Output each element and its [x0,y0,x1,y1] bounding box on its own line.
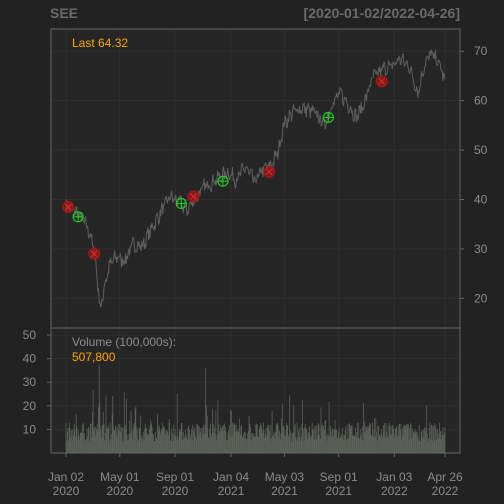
date-tick-label: Apr 26 [427,470,463,484]
date-tick-year-label: 2022 [432,484,459,498]
price-series-line [65,48,446,308]
date-tick-year-label: 2020 [106,484,133,498]
sell-marker-cross [64,203,72,211]
date-tick-label: May 03 [265,470,305,484]
date-tick-year-label: 2020 [162,484,189,498]
date-tick-year-label: 2020 [53,484,80,498]
price-tick-label: 70 [474,44,488,58]
volume-tick-label: 20 [23,399,37,413]
price-tick-label: 20 [474,291,488,305]
volume-panel-frame [50,327,461,454]
volume-label: Volume (100,000s): [72,335,176,349]
date-tick-label: Sep 01 [156,470,194,484]
date-tick-year-label: 2022 [381,484,408,498]
date-tick-label: Jan 04 [213,470,249,484]
volume-panel: 10 20 30 40 50 Volume (100,000s):507,800 [23,327,461,454]
volume-tick-label: 30 [23,375,37,389]
sell-marker-cross [190,193,197,200]
volume-tick-label: 50 [23,328,37,342]
date-tick-year-label: 2021 [218,484,245,498]
date-tick-year-label: 2021 [325,484,352,498]
date-tick-label: May 01 [100,470,140,484]
date-tick-label: Jan 02 [48,470,84,484]
chart-date-range: [2020-01-02/2022-04-26] [303,5,460,21]
volume-tick-label: 40 [23,352,37,366]
last-price-label: Last 64.32 [72,36,128,50]
date-tick-year-label: 2021 [271,484,298,498]
sell-marker-cross [90,250,98,258]
price-tick-label: 40 [474,193,488,207]
price-tick-label: 60 [474,94,488,108]
price-tick-label: 50 [474,143,488,157]
sell-marker-cross [265,168,273,176]
volume-last-value: 507,800 [72,350,116,364]
volume-tick-label: 10 [23,422,37,436]
sell-marker-cross [378,78,386,85]
date-tick-label: Jan 03 [376,470,412,484]
price-tick-label: 30 [474,242,488,256]
date-tick-label: Sep 01 [320,470,358,484]
price-panel: 20 30 40 50 60 70 Last 64.32 [50,28,488,329]
chart-symbol-title: SEE [50,5,79,21]
